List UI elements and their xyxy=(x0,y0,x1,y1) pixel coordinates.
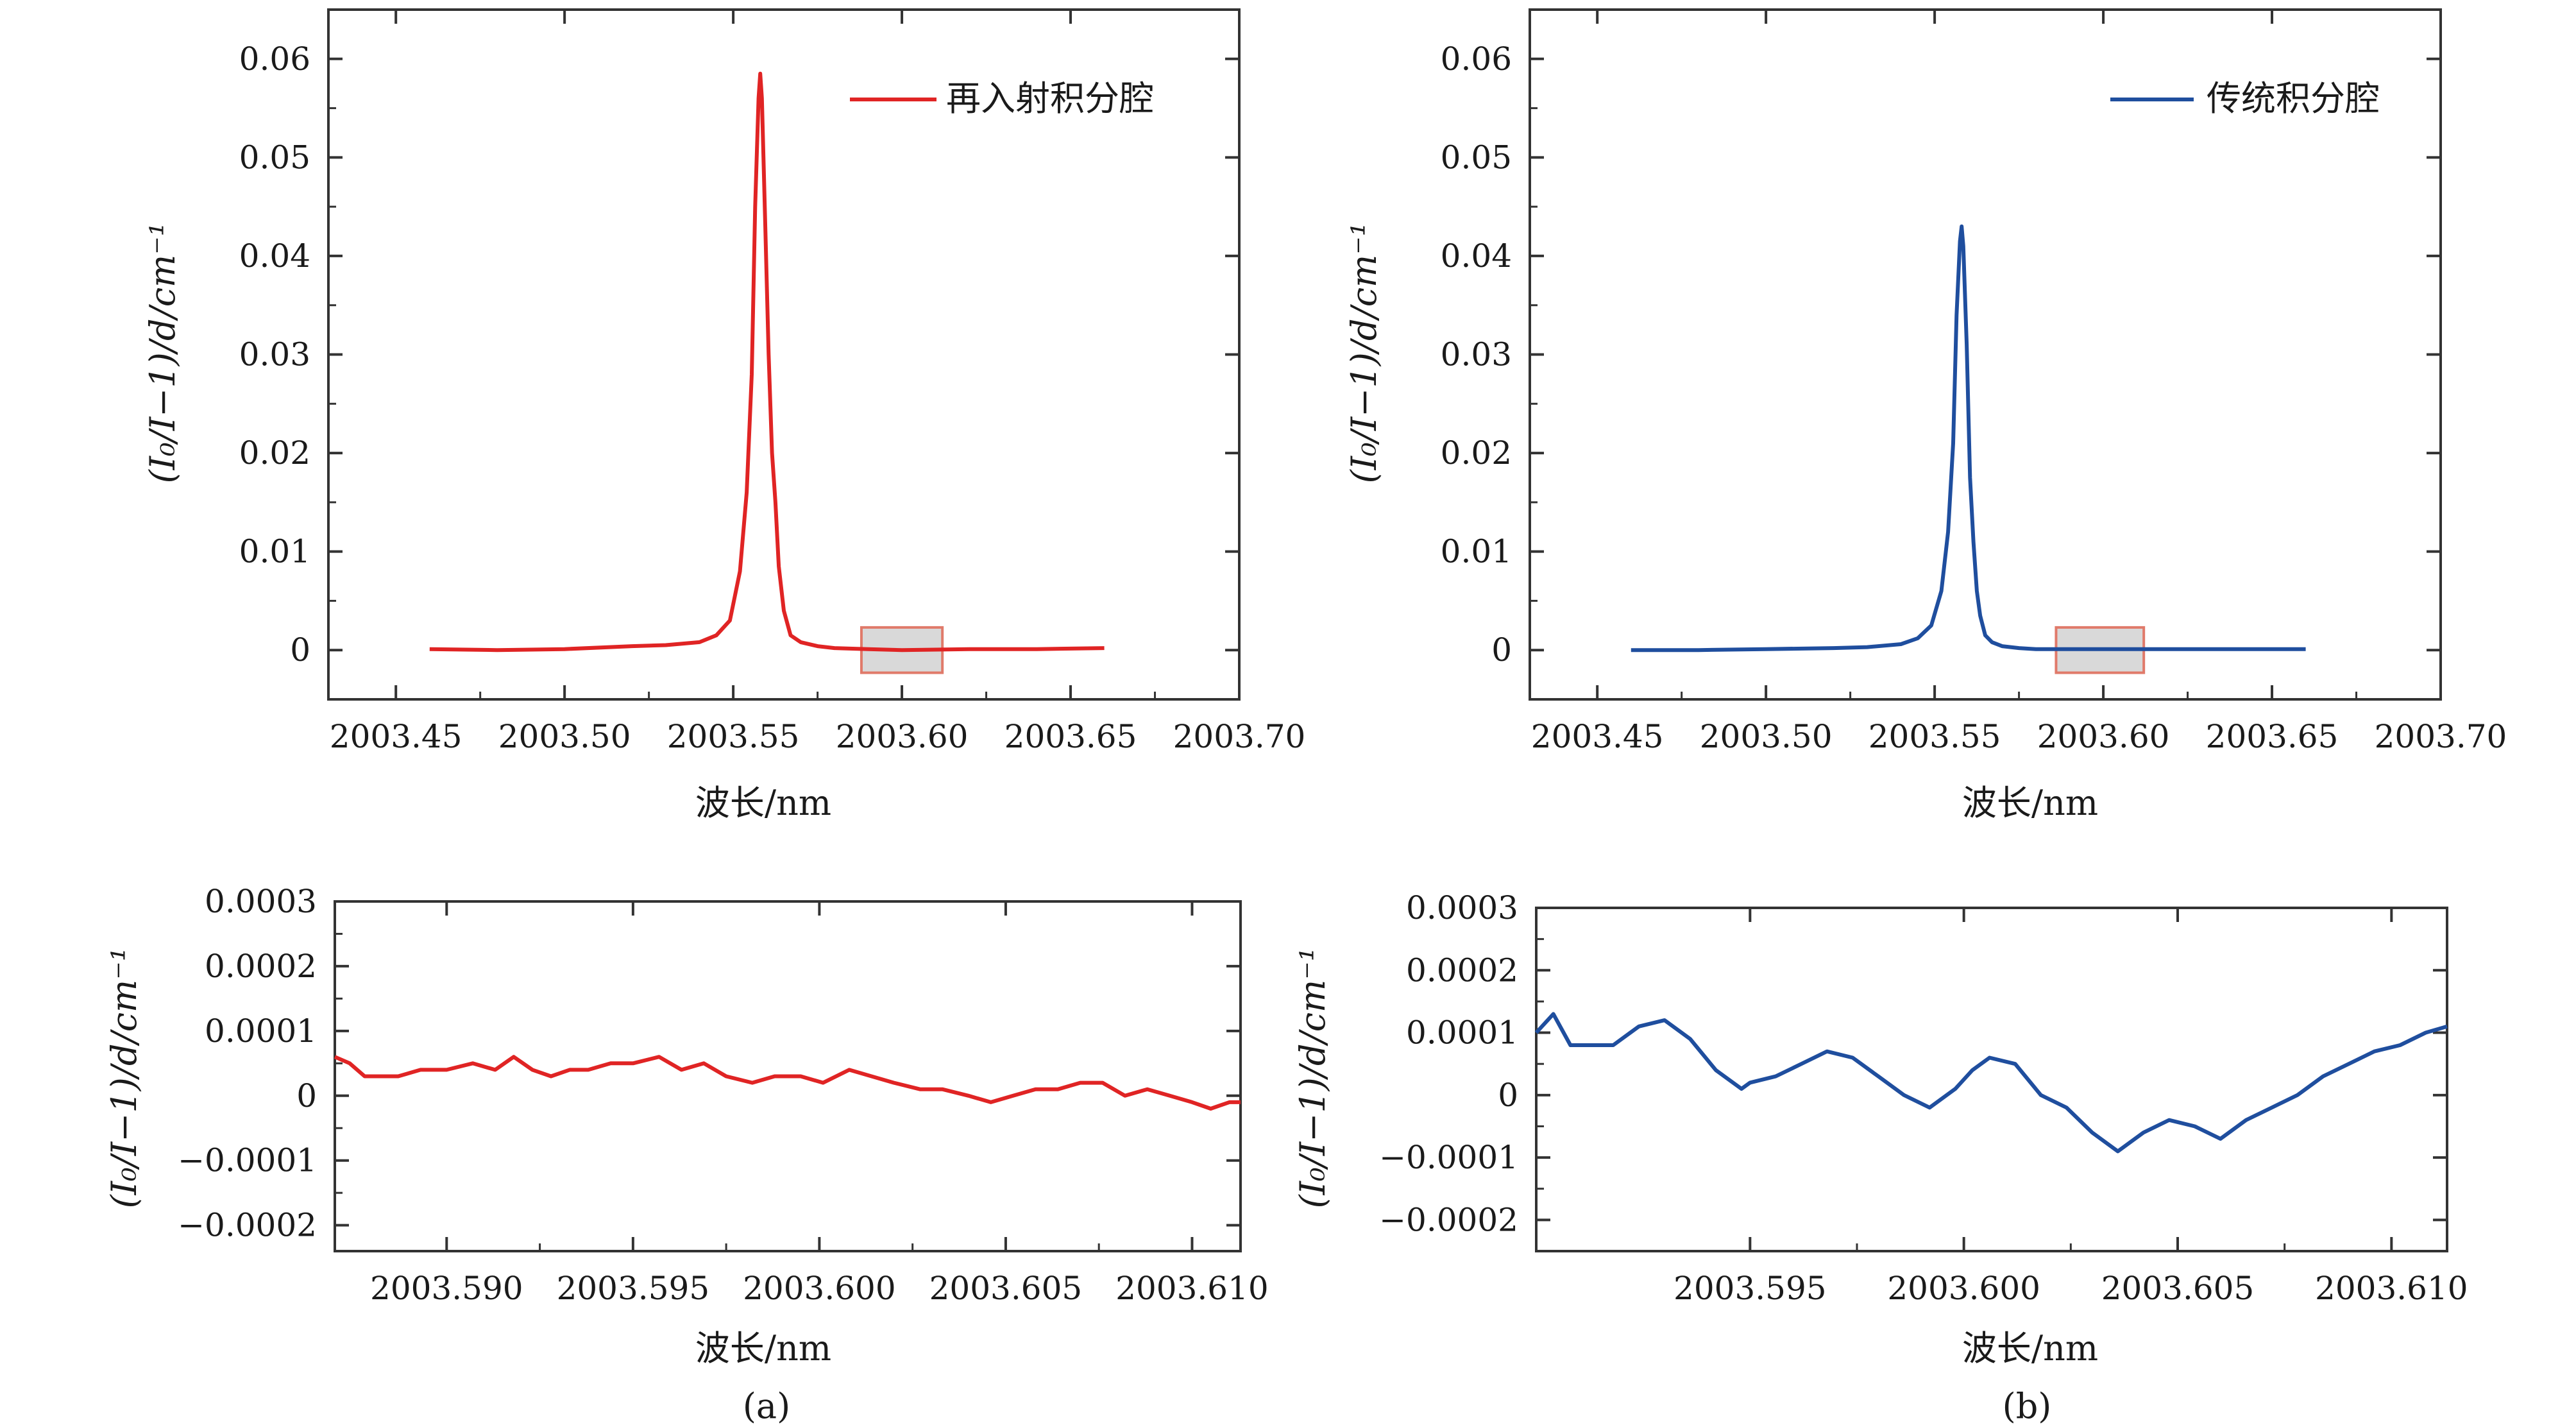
y-axis-label: (I₀/I−1)/d/cm⁻¹ xyxy=(104,948,144,1209)
y-axis-label: (I₀/I−1)/d/cm⁻¹ xyxy=(142,223,183,484)
y-tick-label: 0 xyxy=(296,1077,317,1114)
x-tick-label: 2003.590 xyxy=(370,1270,523,1307)
x-tick-label: 2003.45 xyxy=(330,718,462,755)
y-tick-label: 0.0002 xyxy=(1406,951,1518,989)
x-tick-label: 2003.605 xyxy=(929,1270,1083,1307)
y-tick-label: −0.0002 xyxy=(178,1207,317,1244)
y-tick-label: 0.0003 xyxy=(1406,889,1518,926)
chart-a-bottom: 2003.590 2003.595 2003.600 2003.605 2003.610… xyxy=(104,883,1269,1369)
x-tick-label: 2003.70 xyxy=(1173,718,1306,755)
y-axis-label: (I₀/I−1)/d/cm⁻¹ xyxy=(1344,223,1384,484)
plot-frame xyxy=(1535,907,2448,1252)
legend-label: 再入射积分腔 xyxy=(946,78,1154,119)
y-tick-label: 0.06 xyxy=(239,40,310,78)
x-tick-label: 2003.65 xyxy=(2206,718,2339,755)
plot-frame xyxy=(334,900,1242,1252)
y-tick-label: 0.04 xyxy=(239,237,310,275)
y-tick-label: 0.0001 xyxy=(205,1012,317,1050)
x-tick-label: 2003.595 xyxy=(557,1270,710,1307)
chart-a-top: 2003.45 2003.50 2003.55 2003.60 2003.65 2003.… xyxy=(142,8,1306,823)
x-axis-label: 波长/nm xyxy=(695,783,831,823)
series-line xyxy=(334,1055,1241,1111)
x-tick-label: 2003.610 xyxy=(1115,1270,1269,1307)
y-tick-label: 0.02 xyxy=(1441,434,1512,472)
x-tick-label: 2003.45 xyxy=(1531,718,1664,755)
y-tick-label: 0.04 xyxy=(1441,237,1512,275)
x-tick-label: 2003.600 xyxy=(1887,1270,2040,1307)
series-line xyxy=(1534,1012,2448,1154)
caption-a: (a) xyxy=(743,1386,790,1425)
y-tick-label: 0.01 xyxy=(239,533,310,570)
x-tick-label: 2003.60 xyxy=(2037,718,2170,755)
y-tick-label: 0.0003 xyxy=(205,883,317,920)
y-tick-label: 0 xyxy=(1498,1077,1518,1114)
y-tick-label: 0.0002 xyxy=(205,948,317,985)
y-axis-label: (I₀/I−1)/d/cm⁻¹ xyxy=(1292,948,1333,1209)
x-tick-label: 2003.55 xyxy=(667,718,800,755)
y-tick-label: 0.01 xyxy=(1441,533,1512,570)
series-line xyxy=(429,71,1105,653)
x-tick-label: 2003.605 xyxy=(2101,1270,2255,1307)
x-tick-label: 2003.65 xyxy=(1004,718,1137,755)
caption-b: (b) xyxy=(2003,1386,2052,1425)
y-tick-label: 0.02 xyxy=(239,434,310,472)
chart-b-top: 2003.45 2003.50 2003.55 2003.60 2003.65 2003.… xyxy=(1344,8,2507,823)
y-tick-label: −0.0001 xyxy=(178,1142,317,1179)
x-tick-label: 2003.50 xyxy=(1700,718,1833,755)
x-tick-label: 2003.70 xyxy=(2375,718,2507,755)
x-tick-label: 2003.610 xyxy=(2315,1270,2468,1307)
chart-b-bottom: 2003.595 2003.600 2003.605 2003.610 −0.0002 −… xyxy=(1292,889,2468,1369)
y-tick-label: 0.03 xyxy=(1441,336,1512,373)
y-tick-label: 0 xyxy=(290,631,310,669)
y-tick-label: 0.05 xyxy=(239,139,310,176)
legend-label: 传统积分腔 xyxy=(2207,78,2380,119)
series-line xyxy=(1631,224,2306,653)
x-axis-label: 波长/nm xyxy=(695,1328,831,1369)
y-tick-label: 0.03 xyxy=(239,336,310,373)
x-tick-label: 2003.55 xyxy=(1868,718,2001,755)
x-tick-label: 2003.595 xyxy=(1674,1270,1827,1307)
legend: 传统积分腔 xyxy=(2110,78,2380,119)
y-tick-label: 0.0001 xyxy=(1406,1014,1518,1052)
legend: 再入射积分腔 xyxy=(850,78,1154,119)
y-tick-label: 0.05 xyxy=(1441,139,1512,176)
y-tick-label: 0 xyxy=(1491,631,1512,669)
y-tick-label: −0.0001 xyxy=(1379,1139,1518,1176)
y-tick-label: 0.06 xyxy=(1441,40,1512,78)
x-tick-label: 2003.50 xyxy=(498,718,631,755)
x-tick-label: 2003.60 xyxy=(836,718,969,755)
y-tick-label: −0.0002 xyxy=(1379,1201,1518,1238)
x-axis-label: 波长/nm xyxy=(1962,1328,2098,1369)
x-tick-label: 2003.600 xyxy=(743,1270,896,1307)
x-axis-label: 波长/nm xyxy=(1962,783,2098,823)
